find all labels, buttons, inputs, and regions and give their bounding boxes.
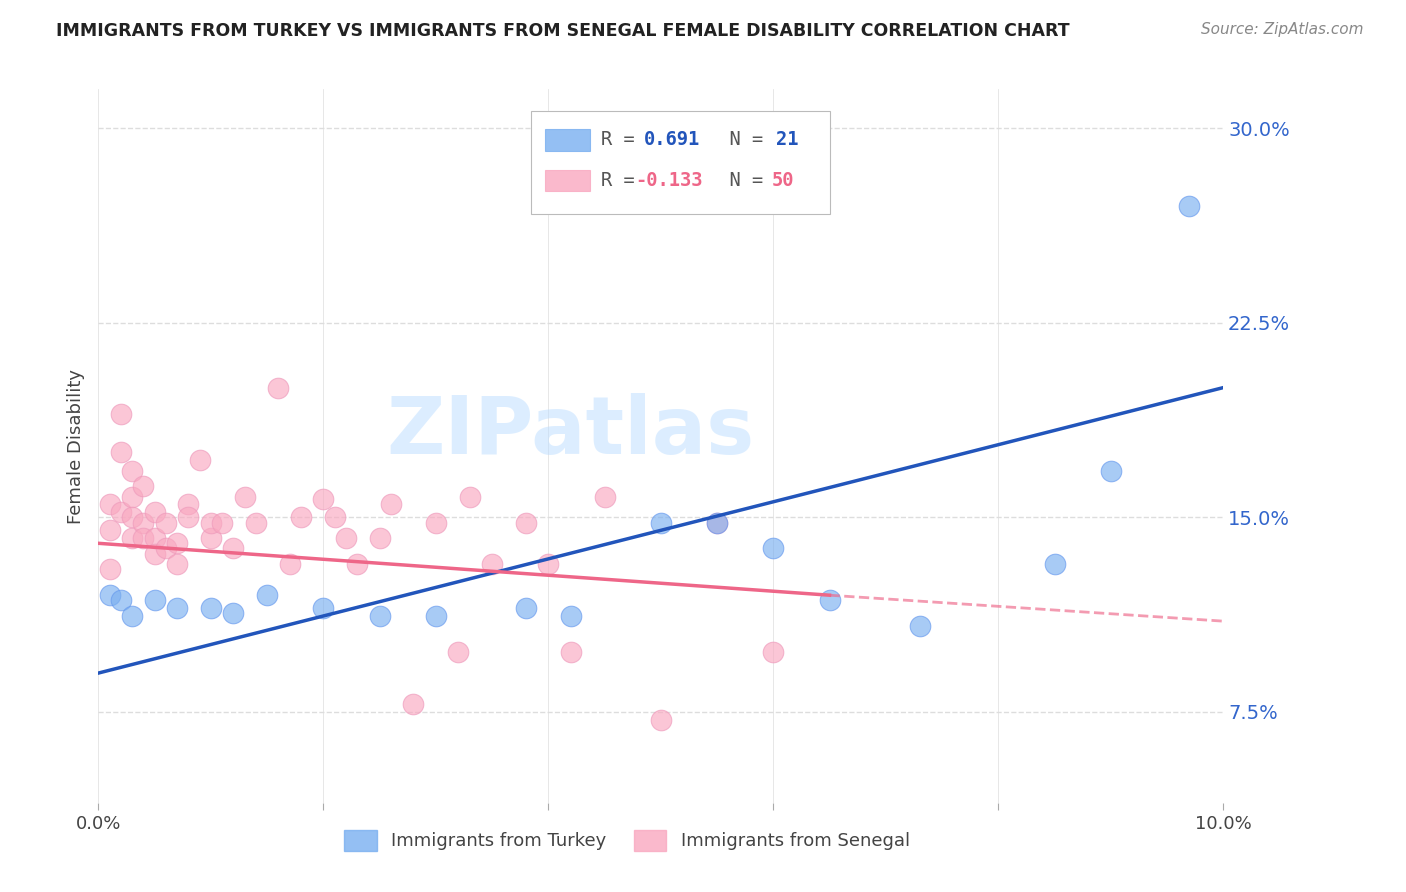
Point	[368, 609, 391, 624]
Point	[110, 593, 132, 607]
Point	[132, 531, 155, 545]
Point	[323, 510, 346, 524]
Point	[200, 516, 222, 530]
Text: ZIPatlas: ZIPatlas	[387, 392, 755, 471]
Legend: Immigrants from Turkey, Immigrants from Senegal: Immigrants from Turkey, Immigrants from …	[337, 822, 917, 858]
Point	[155, 541, 177, 556]
Text: 50: 50	[772, 171, 794, 190]
Point	[402, 697, 425, 711]
Point	[706, 516, 728, 530]
Point	[560, 609, 582, 624]
Point	[143, 547, 166, 561]
Point	[121, 464, 143, 478]
Point	[593, 490, 616, 504]
Text: N =: N =	[707, 171, 775, 190]
Point	[222, 607, 245, 621]
Point	[650, 516, 672, 530]
Point	[110, 505, 132, 519]
FancyBboxPatch shape	[531, 111, 830, 214]
Point	[121, 609, 143, 624]
Point	[706, 516, 728, 530]
Point	[560, 645, 582, 659]
Point	[121, 490, 143, 504]
Point	[233, 490, 256, 504]
Text: 21: 21	[776, 130, 799, 149]
Point	[380, 497, 402, 511]
Point	[98, 524, 121, 538]
Point	[200, 531, 222, 545]
Text: N =: N =	[707, 130, 786, 149]
Point	[132, 479, 155, 493]
Y-axis label: Female Disability: Female Disability	[66, 368, 84, 524]
Point	[762, 645, 785, 659]
Point	[222, 541, 245, 556]
Point	[155, 516, 177, 530]
Point	[312, 492, 335, 507]
Point	[515, 601, 537, 615]
Point	[762, 541, 785, 556]
Point	[537, 557, 560, 571]
Point	[650, 713, 672, 727]
Point	[200, 601, 222, 615]
Text: IMMIGRANTS FROM TURKEY VS IMMIGRANTS FROM SENEGAL FEMALE DISABILITY CORRELATION : IMMIGRANTS FROM TURKEY VS IMMIGRANTS FRO…	[56, 22, 1070, 40]
Point	[166, 557, 188, 571]
Point	[245, 516, 267, 530]
Point	[515, 516, 537, 530]
FancyBboxPatch shape	[546, 129, 591, 151]
Text: 0.691: 0.691	[644, 130, 700, 149]
Point	[177, 497, 200, 511]
Text: -0.133: -0.133	[636, 171, 703, 190]
Point	[177, 510, 200, 524]
Point	[211, 516, 233, 530]
Point	[143, 531, 166, 545]
Point	[132, 516, 155, 530]
Point	[1043, 557, 1066, 571]
Text: R =: R =	[602, 171, 647, 190]
Point	[188, 453, 211, 467]
Point	[425, 516, 447, 530]
Point	[110, 445, 132, 459]
Point	[98, 562, 121, 576]
Point	[143, 505, 166, 519]
Point	[121, 510, 143, 524]
Point	[818, 593, 841, 607]
Point	[290, 510, 312, 524]
Point	[166, 536, 188, 550]
Point	[121, 531, 143, 545]
Point	[1099, 464, 1122, 478]
Text: Source: ZipAtlas.com: Source: ZipAtlas.com	[1201, 22, 1364, 37]
Point	[368, 531, 391, 545]
Point	[312, 601, 335, 615]
Point	[278, 557, 301, 571]
Point	[143, 593, 166, 607]
Point	[256, 588, 278, 602]
Point	[98, 497, 121, 511]
Point	[458, 490, 481, 504]
Point	[98, 588, 121, 602]
FancyBboxPatch shape	[546, 169, 591, 191]
Point	[425, 609, 447, 624]
Text: R =: R =	[602, 130, 658, 149]
Point	[908, 619, 931, 633]
Point	[166, 601, 188, 615]
Point	[481, 557, 503, 571]
Point	[267, 381, 290, 395]
Point	[447, 645, 470, 659]
Point	[346, 557, 368, 571]
Point	[110, 407, 132, 421]
Point	[1178, 199, 1201, 213]
Point	[335, 531, 357, 545]
